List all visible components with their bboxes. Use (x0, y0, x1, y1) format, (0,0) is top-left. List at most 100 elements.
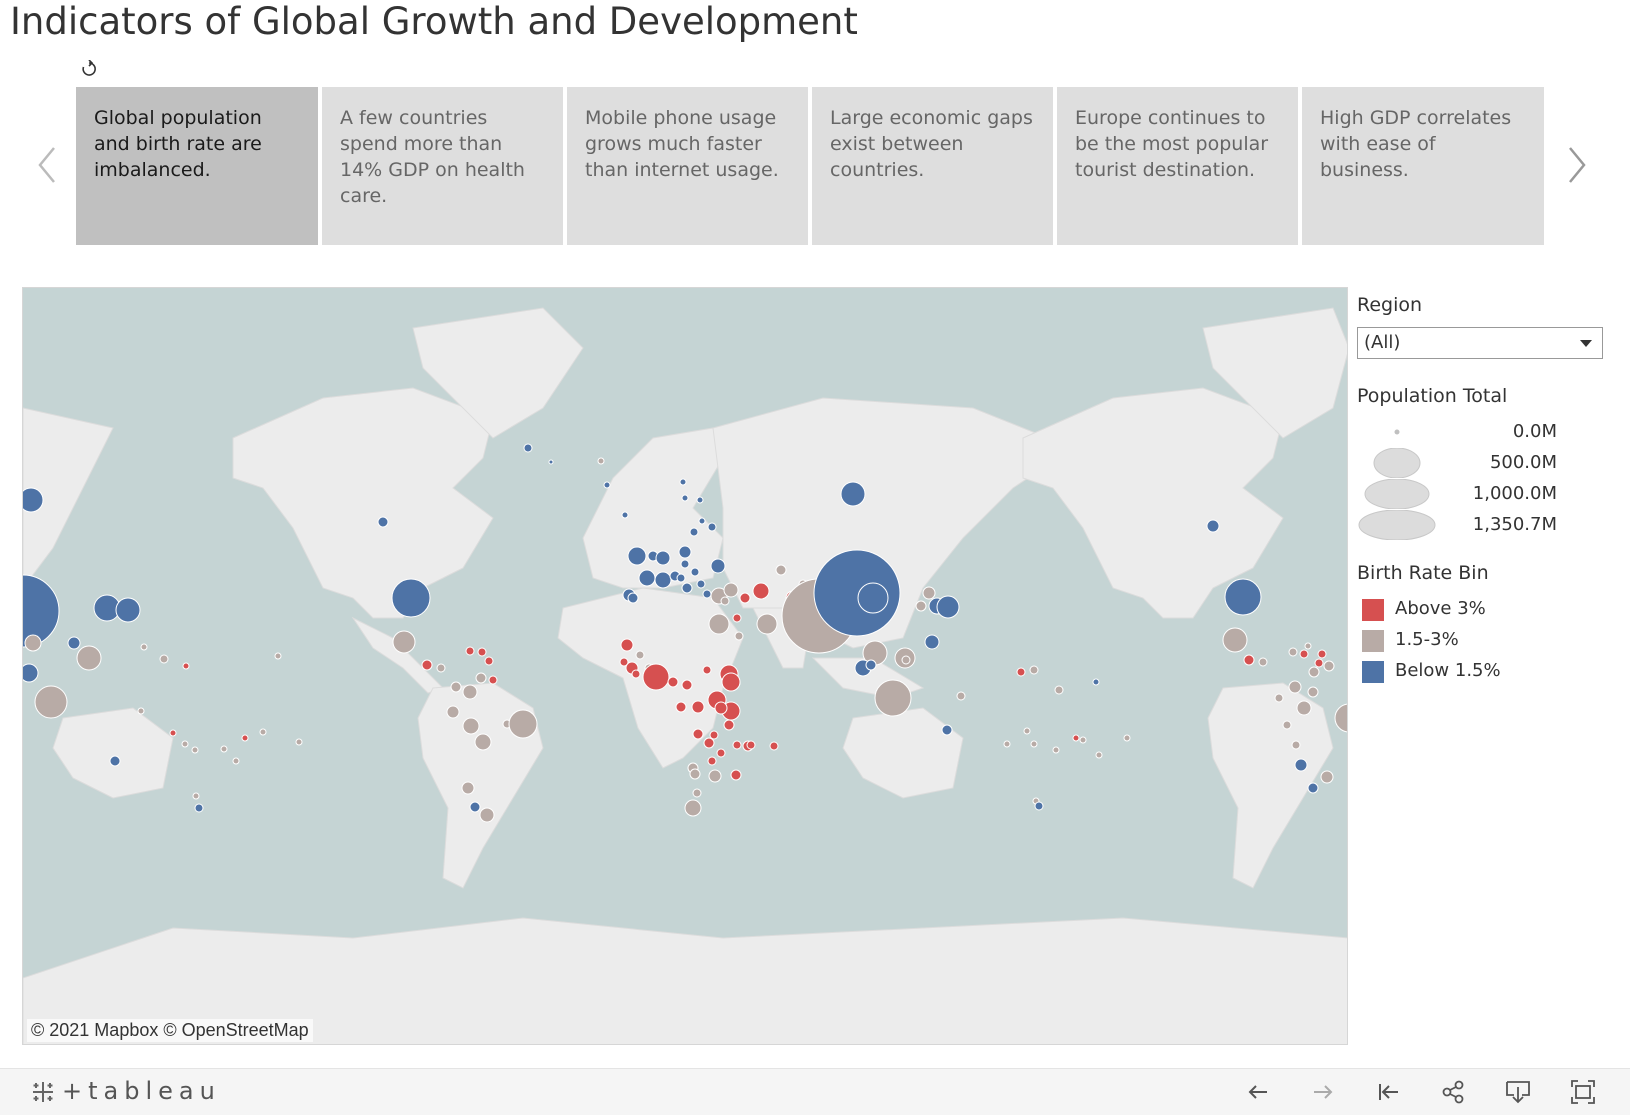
story-point-1[interactable]: Global population and birth rate are imb… (76, 87, 318, 245)
tableau-logo[interactable]: +tableau (30, 1077, 221, 1107)
country-bubble[interactable] (638, 569, 656, 587)
country-bubble[interactable] (1282, 720, 1292, 730)
country-bubble[interactable] (1291, 740, 1301, 750)
revert-all-icon[interactable] (1373, 1077, 1403, 1107)
country-bubble[interactable] (710, 558, 726, 574)
share-icon[interactable] (1438, 1077, 1468, 1107)
country-bubble[interactable] (421, 659, 433, 671)
country-bubble[interactable] (465, 646, 475, 656)
redo-icon[interactable] (1308, 1077, 1338, 1107)
country-bubble[interactable] (865, 659, 877, 671)
country-bubble[interactable] (462, 717, 480, 735)
country-bubble[interactable] (730, 769, 742, 781)
country-bubble[interactable] (182, 662, 190, 670)
country-bubble[interactable] (635, 650, 645, 660)
fullscreen-icon[interactable] (1568, 1077, 1598, 1107)
country-bubble[interactable] (140, 643, 148, 651)
country-bubble[interactable] (1030, 740, 1038, 748)
country-bubble[interactable] (714, 701, 728, 715)
country-bubble[interactable] (702, 589, 712, 599)
country-bubble[interactable] (680, 559, 690, 569)
country-bubble[interactable] (1123, 734, 1131, 742)
country-bubble[interactable] (1274, 693, 1284, 703)
country-bubble[interactable] (723, 719, 735, 731)
country-bubble[interactable] (775, 564, 787, 576)
country-bubble[interactable] (621, 511, 629, 519)
country-bubble[interactable] (1307, 782, 1319, 794)
country-bubble[interactable] (392, 630, 416, 654)
country-bubble[interactable] (1222, 627, 1248, 653)
country-bubble[interactable] (941, 724, 953, 736)
world-map[interactable]: © 2021 Mapbox © OpenStreetMap (22, 287, 1348, 1045)
map-attribution[interactable]: © 2021 Mapbox © OpenStreetMap (27, 1019, 313, 1042)
country-bubble[interactable] (1023, 727, 1031, 735)
country-bubble[interactable] (936, 595, 960, 619)
country-bubble[interactable] (667, 676, 679, 688)
country-bubble[interactable] (1308, 666, 1320, 678)
country-bubble[interactable] (477, 647, 487, 657)
country-bubble[interactable] (703, 737, 715, 749)
country-bubble[interactable] (1296, 700, 1312, 716)
country-bubble[interactable] (746, 740, 756, 750)
country-bubble[interactable] (220, 745, 228, 753)
country-bubble[interactable] (191, 746, 199, 754)
country-bubble[interactable] (720, 596, 730, 606)
country-bubble[interactable] (1206, 519, 1220, 533)
undo-icon[interactable] (1243, 1077, 1273, 1107)
next-story-arrow-icon[interactable] (1562, 140, 1592, 190)
country-bubble[interactable] (469, 801, 481, 813)
download-icon[interactable] (1503, 1077, 1533, 1107)
country-bubble[interactable] (23, 574, 60, 648)
country-bubble[interactable] (1003, 740, 1011, 748)
country-bubble[interactable] (295, 738, 303, 746)
country-bubble[interactable] (627, 546, 647, 566)
country-bubble[interactable] (1224, 578, 1262, 616)
country-bubble[interactable] (924, 634, 940, 650)
country-bubble[interactable] (708, 613, 730, 635)
story-point-4[interactable]: Large economic gaps exist between countr… (812, 87, 1053, 245)
country-bubble[interactable] (1307, 686, 1319, 698)
country-bubble[interactable] (1079, 736, 1087, 744)
country-bubble[interactable] (1294, 758, 1308, 772)
previous-story-arrow-icon[interactable] (32, 140, 62, 190)
country-bubble[interactable] (274, 652, 282, 660)
country-bubble[interactable] (1072, 734, 1080, 742)
country-bubble[interactable] (691, 700, 705, 714)
country-bubble[interactable] (603, 481, 611, 489)
country-bubble[interactable] (813, 549, 901, 637)
story-point-6[interactable]: High GDP correlates with ease of busines… (1302, 87, 1544, 245)
map-canvas[interactable] (23, 288, 1348, 1045)
country-bubble[interactable] (620, 638, 634, 652)
country-bubble[interactable] (1095, 751, 1103, 759)
country-bubble[interactable] (692, 728, 704, 740)
country-bubble[interactable] (698, 517, 706, 525)
country-bubble[interactable] (1288, 680, 1302, 694)
country-bubble[interactable] (259, 728, 267, 736)
country-bubble[interactable] (1092, 678, 1100, 686)
country-bubble[interactable] (956, 691, 966, 701)
country-bubble[interactable] (1314, 658, 1324, 668)
country-bubble[interactable] (169, 729, 177, 737)
country-bubble[interactable] (675, 701, 687, 713)
country-bubble[interactable] (137, 707, 145, 715)
country-bubble[interactable] (523, 443, 533, 453)
country-bubble[interactable] (23, 663, 39, 683)
story-point-2[interactable]: A few countries spend more than 14% GDP … (322, 87, 563, 245)
country-bubble[interactable] (1243, 654, 1255, 666)
country-bubble[interactable] (769, 741, 779, 751)
country-bubble[interactable] (681, 494, 689, 502)
country-bubble[interactable] (678, 545, 692, 559)
country-bubble[interactable] (450, 681, 462, 693)
region-dropdown[interactable]: (All) (1357, 327, 1603, 359)
country-bubble[interactable] (475, 672, 487, 684)
country-bubble[interactable] (857, 582, 889, 614)
story-point-5[interactable]: Europe continues to be the most popular … (1057, 87, 1298, 245)
country-bubble[interactable] (1304, 642, 1312, 650)
country-bubble[interactable] (1052, 746, 1060, 754)
country-bubble[interactable] (23, 487, 44, 513)
country-bubble[interactable] (508, 709, 538, 739)
country-bubble[interactable] (109, 755, 121, 767)
country-bubble[interactable] (34, 685, 68, 719)
country-bubble[interactable] (67, 636, 81, 650)
country-bubble[interactable] (739, 592, 751, 604)
